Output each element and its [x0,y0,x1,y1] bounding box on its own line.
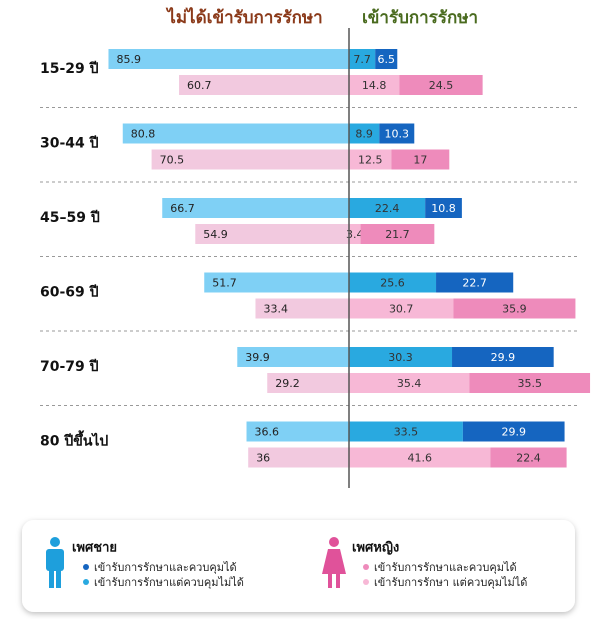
value-label: 22.4 [516,452,541,465]
bar [391,149,450,170]
legend-item: เข้ารับการรักษาแต่ควบคุมไม่ได้ [94,576,244,589]
value-label: 14.8 [362,79,387,92]
bar [349,272,437,293]
bar [349,347,453,367]
bar [151,149,349,170]
value-label: 22.7 [462,277,487,290]
value-label: 60.7 [187,79,212,92]
value-label: 6.5 [377,53,395,66]
legend-box [22,520,575,612]
legend-swatch [363,564,369,570]
value-label: 33.5 [394,426,419,439]
bar [453,298,576,319]
legend-item: เข้ารับการรักษา แต่ควบคุมไม่ได้ [374,576,527,589]
bar [349,298,454,319]
bar [349,149,392,170]
value-label: 35.9 [502,303,527,316]
bar [349,75,400,95]
legend-swatch [83,579,89,585]
bar [425,198,462,218]
value-label: 70.5 [160,154,185,167]
bar [204,272,349,293]
value-label: 30.3 [388,351,413,364]
bar [122,123,349,144]
bar [349,49,376,69]
left-title: ไม่ได้เข้ารับการรักษา [165,7,322,28]
value-label: 66.7 [170,202,195,215]
bar [490,447,567,468]
value-label: 35.4 [397,377,422,390]
bar [452,347,554,367]
female-icon [322,537,346,588]
bar [349,373,470,393]
value-label: 17 [413,154,427,167]
bar [349,421,463,442]
value-label: 36 [256,452,270,465]
value-label: 29.9 [501,426,526,439]
bar [162,198,349,218]
bar [246,421,349,442]
bar [237,347,349,367]
value-label: 25.6 [380,277,405,290]
category-label: 80 ปีขึ้นไป [40,430,108,450]
value-label: 30.7 [389,303,414,316]
value-label: 12.5 [358,154,383,167]
bar [108,49,349,69]
value-label: 36.6 [255,426,280,439]
value-label: 3.4 [346,228,364,241]
category-label: 15-29 ปี [40,61,99,77]
value-label: 80.8 [131,128,156,141]
value-label: 22.4 [375,202,400,215]
value-label: 10.8 [431,202,456,215]
bar [462,421,565,442]
male-icon [46,537,64,588]
bar [195,224,349,244]
value-label: 24.5 [429,79,454,92]
value-label: 35.5 [517,377,542,390]
value-label: 85.9 [116,53,141,66]
bar [255,298,349,319]
legend-item: เข้ารับการรักษาและควบคุมได้ [94,561,237,574]
value-label: 7.7 [353,53,371,66]
bar [360,224,435,244]
legend-title: เพศหญิง [352,541,399,556]
bar [349,224,361,244]
value-label: 10.3 [385,128,410,141]
value-label: 29.9 [491,351,516,364]
value-label: 29.2 [275,377,300,390]
legend-swatch [363,579,369,585]
bar [349,447,491,468]
bar [349,198,426,218]
value-label: 39.9 [245,351,270,364]
right-title: เข้ารับการรักษา [362,8,478,28]
category-label: 60-69 ปี [40,285,99,301]
category-label: 30-44 ปี [40,136,99,152]
bar [248,447,349,468]
value-label: 8.9 [355,128,373,141]
bar [436,272,514,293]
bar [267,373,349,393]
category-label: 45–59 ปี [40,210,100,226]
bar [179,75,349,95]
bar [349,123,380,144]
legend-title: เพศชาย [72,541,117,556]
value-label: 21.7 [385,228,410,241]
bar [375,49,398,69]
bar [399,75,483,95]
bar [379,123,415,144]
value-label: 51.7 [212,277,237,290]
value-label: 54.9 [203,228,228,241]
legend-swatch [83,564,89,570]
bar [469,373,591,393]
legend-item: เข้ารับการรักษาและควบคุมได้ [374,561,517,574]
category-label: 70-79 ปี [40,359,99,375]
value-label: 41.6 [407,452,432,465]
value-label: 33.4 [263,303,288,316]
